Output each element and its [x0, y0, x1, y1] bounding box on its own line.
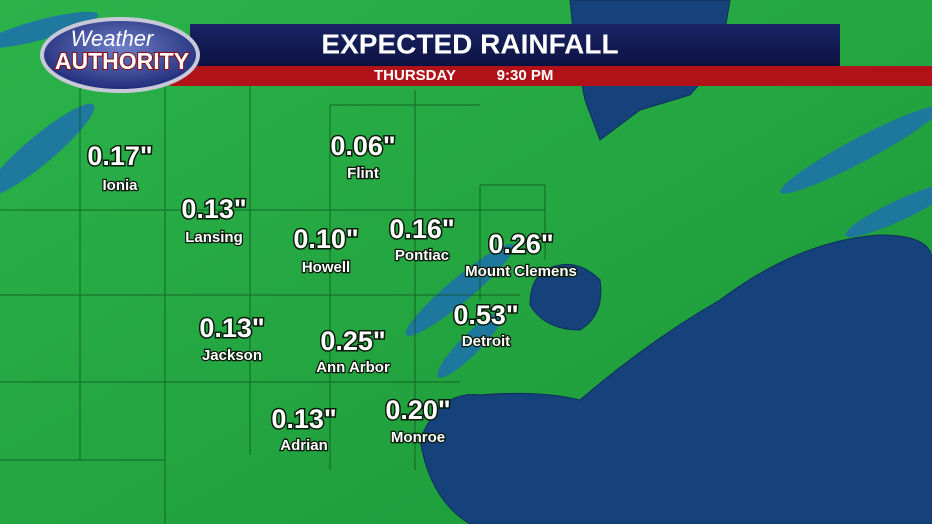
- city-name: Jackson: [202, 347, 262, 364]
- city-name: Ann Arbor: [316, 359, 390, 376]
- rainfall-amount: 0.06": [330, 131, 395, 161]
- logo: [40, 17, 200, 93]
- rainfall-amount: 0.16": [389, 214, 454, 244]
- title: EXPECTED RAINFALL: [321, 28, 618, 59]
- title-bar: [190, 24, 840, 66]
- city-name: Howell: [302, 259, 350, 276]
- rainfall-amount: 0.53": [453, 300, 518, 330]
- rainfall-amount: 0.13": [181, 194, 246, 224]
- city-name: Ionia: [102, 177, 138, 194]
- rainfall-amount: 0.10": [293, 224, 358, 254]
- logo-bottom: AUTHORITY: [55, 48, 189, 74]
- day: THURSDAY: [374, 67, 456, 84]
- rainfall-amount: 0.13": [271, 404, 336, 434]
- city-name: Pontiac: [395, 247, 449, 264]
- time: 9:30 PM: [497, 67, 554, 84]
- rain-streaks: [0, 11, 932, 378]
- city-name: Adrian: [280, 437, 328, 454]
- city-name: Detroit: [462, 333, 510, 350]
- rainfall-amount: 0.13": [199, 313, 264, 343]
- logo-top: Weather: [71, 26, 155, 51]
- rainfall-amount: 0.20": [385, 395, 450, 425]
- rainfall-amount: 0.26": [488, 229, 553, 259]
- time-bar: [170, 66, 932, 86]
- city-name: Flint: [347, 165, 379, 182]
- city-name: Lansing: [185, 229, 243, 246]
- city-name: Mount Clemens: [465, 263, 577, 280]
- city-name: Monroe: [391, 429, 445, 446]
- rainfall-amount: 0.17": [87, 141, 152, 171]
- rainfall-amount: 0.25": [320, 326, 385, 356]
